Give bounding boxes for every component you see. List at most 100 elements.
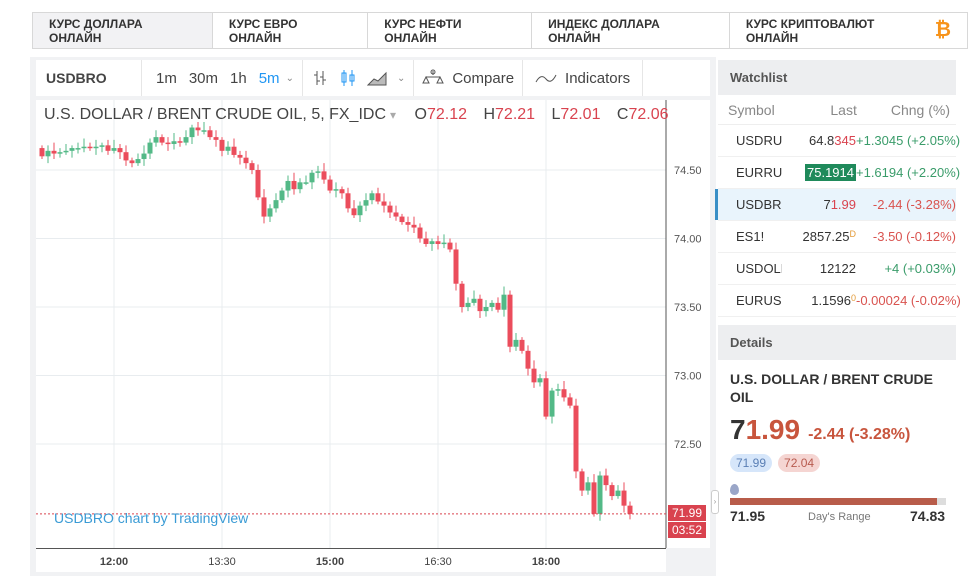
- last-value: 12122: [819, 261, 856, 276]
- candle: [489, 302, 495, 307]
- collapse-handle[interactable]: ›: [711, 490, 719, 514]
- y-tick-label: 73.50: [674, 302, 702, 314]
- candle: [567, 397, 573, 406]
- tab-dollar-index[interactable]: ИНДЕКС ДОЛЛАРА ОНЛАЙН: [532, 13, 730, 48]
- candle: [543, 378, 549, 417]
- watchlist-row[interactable]: EURUSD 1.15960 -0.00024 (-0.02%): [718, 285, 961, 317]
- candle: [303, 182, 309, 184]
- row-last: 64.8345: [782, 133, 856, 148]
- col-last[interactable]: Last: [830, 101, 857, 118]
- candle: [75, 148, 81, 150]
- interval-group: 1m 30m 1h 5m ⌄: [142, 60, 303, 96]
- candle: [411, 224, 417, 228]
- compare-button[interactable]: Compare: [414, 60, 524, 96]
- candle: [315, 171, 321, 173]
- last-value: 64.8: [808, 133, 835, 148]
- row-last: 71.99: [782, 197, 856, 212]
- candle: [399, 216, 405, 223]
- candle: [165, 142, 171, 145]
- chevron-down-icon[interactable]: ⌄: [396, 72, 406, 84]
- candle: [171, 141, 177, 144]
- candle: [471, 298, 477, 303]
- candle: [327, 179, 333, 191]
- symbol-input[interactable]: USDBRO: [36, 60, 142, 96]
- candle: [159, 137, 165, 143]
- range-low: 71.95: [730, 508, 766, 524]
- candle: [483, 307, 489, 312]
- row-change: +1.3045 (+2.05%): [856, 133, 961, 148]
- candle: [507, 294, 513, 347]
- candle: [141, 153, 147, 160]
- candle: [291, 180, 297, 190]
- row-flag: D: [849, 229, 857, 239]
- interval-1h[interactable]: 1h: [230, 69, 247, 87]
- col-symbol[interactable]: Symbol: [728, 101, 775, 118]
- interval-1m[interactable]: 1m: [156, 69, 177, 87]
- x-tick-label: 13:30: [208, 556, 236, 568]
- last-value: 2857.25: [802, 229, 850, 244]
- candle: [369, 193, 375, 201]
- row-symbol: EURUSD: [736, 293, 782, 308]
- watchlist-row[interactable]: USDRUB 64.8345 +1.3045 (+2.05%): [718, 125, 961, 157]
- candle: [285, 180, 291, 191]
- candle: [51, 150, 57, 154]
- tab-crypto-rate[interactable]: КУРС КРИПТОВАЛЮТ ОНЛАЙН ₿: [729, 13, 967, 48]
- watchlist-row[interactable]: ES1! 2857.25D -3.50 (-0.12%): [718, 221, 956, 253]
- time-axis[interactable]: 12:00 13:30 15:00 16:30 18:00: [36, 548, 666, 572]
- candle: [219, 139, 225, 151]
- tab-usd-rate[interactable]: КУРС ДОЛЛАРА ОНЛАЙН: [33, 13, 213, 48]
- candle: [57, 152, 63, 154]
- candle-chart-icon[interactable]: [339, 69, 357, 87]
- chevron-down-icon[interactable]: ▾: [390, 108, 397, 122]
- candle: [207, 130, 213, 138]
- area-chart-icon[interactable]: [366, 69, 387, 87]
- tab-eur-rate[interactable]: КУРС ЕВРО ОНЛАЙН: [212, 13, 369, 48]
- candle: [363, 200, 369, 206]
- candle: [453, 249, 459, 284]
- watchlist-row[interactable]: EURRUB 75.1914 +1.6194 (+2.20%): [718, 157, 961, 189]
- indicators-button[interactable]: Indicators: [523, 60, 644, 96]
- candle: [549, 390, 555, 417]
- row-change: +1.6194 (+2.20%): [856, 165, 961, 180]
- candle: [231, 146, 237, 155]
- watchlist-row[interactable]: USDOLLAR 12122 +4 (+0.03%): [718, 253, 956, 285]
- candle: [387, 205, 393, 213]
- close-label: C: [616, 106, 629, 123]
- candle: [561, 389, 567, 398]
- price-chart[interactable]: 74.50 74.00 73.50 73.00 72.50: [36, 100, 710, 548]
- interval-30m[interactable]: 30m: [188, 69, 219, 87]
- candle: [603, 475, 609, 486]
- last-value-changed: 75.1914: [805, 164, 856, 181]
- watchlist-row[interactable]: USDBRO 71.99 -2.44 (-3.28%): [715, 189, 956, 221]
- y-tick-label: 74.50: [674, 165, 702, 177]
- candlestick-chart[interactable]: 74.50 74.00 73.50 73.00 72.50: [36, 100, 710, 548]
- days-range: 71.95 Day's Range 74.83: [730, 484, 946, 524]
- row-symbol: USDOLLAR: [736, 261, 782, 276]
- last-value: 7: [823, 197, 831, 212]
- last-value-changed: 345: [834, 133, 856, 148]
- bar-chart-icon[interactable]: [311, 69, 329, 87]
- col-change[interactable]: Chng (%): [890, 101, 950, 118]
- candle: [501, 294, 507, 310]
- row-symbol: USDRUB: [736, 133, 782, 148]
- candle: [117, 148, 123, 153]
- candle: [189, 127, 195, 138]
- interval-5m[interactable]: 5m: [258, 69, 280, 87]
- candle: [267, 208, 273, 217]
- candle: [237, 154, 243, 158]
- tradingview-credit-link[interactable]: USDBRO chart by TradingView: [54, 510, 249, 526]
- details-panel: U.S. DOLLAR / BRENT CRUDE OIL 7 1.99 -2.4…: [718, 370, 956, 524]
- ask-badge: 72.04: [778, 454, 821, 472]
- low-value: 72.01: [560, 106, 601, 123]
- candle: [333, 189, 339, 191]
- bitcoin-icon: ₿: [934, 19, 951, 41]
- details-symbol-name: U.S. DOLLAR / BRENT CRUDE OIL: [730, 371, 933, 405]
- watchlist-columns: Symbol Last Chng (%): [718, 95, 956, 125]
- tab-oil-rate[interactable]: КУРС НЕФТИ ОНЛАЙН: [368, 13, 533, 48]
- chevron-down-icon[interactable]: ⌄: [285, 72, 294, 84]
- candle: [459, 283, 465, 307]
- open-value: 72.12: [426, 106, 467, 123]
- watchlist-header: Watchlist: [718, 60, 956, 95]
- candle: [417, 227, 423, 239]
- legend-title: U.S. DOLLAR / BRENT CRUDE OIL, 5, FX_IDC: [44, 106, 387, 123]
